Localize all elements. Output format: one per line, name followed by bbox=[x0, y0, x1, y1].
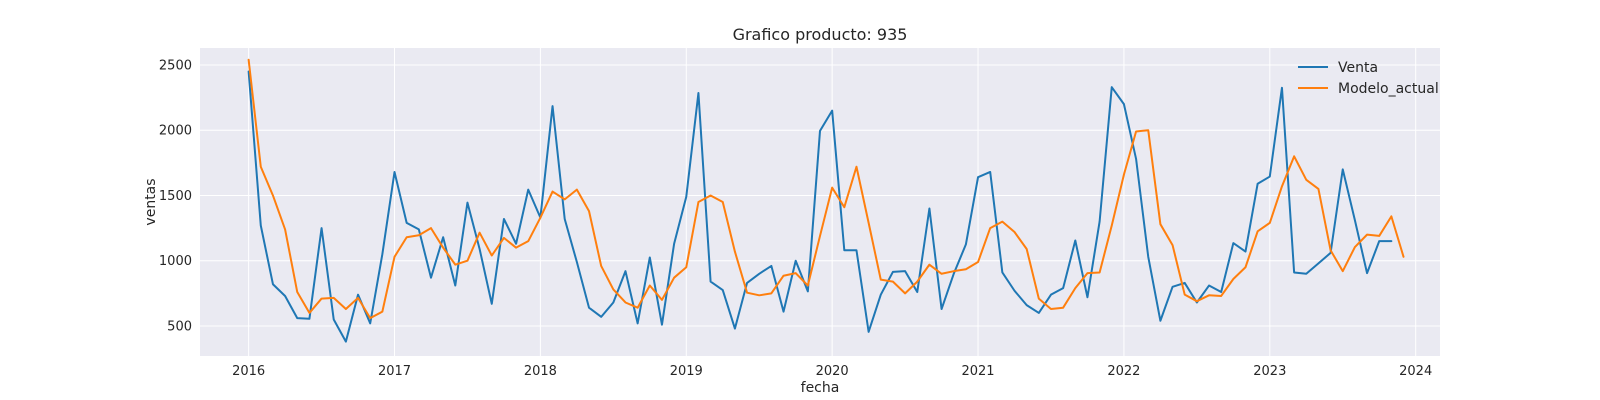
x-tick-label: 2019 bbox=[670, 364, 703, 379]
y-axis-label: ventas bbox=[143, 178, 159, 225]
x-tick-label: 2022 bbox=[1107, 364, 1140, 379]
x-tick-label: 2017 bbox=[378, 364, 411, 379]
y-tick-label: 1000 bbox=[159, 254, 192, 269]
legend-label-modelo-actual: Modelo_actual bbox=[1338, 81, 1439, 97]
x-tick-label: 2024 bbox=[1399, 364, 1432, 379]
y-tick-label: 2000 bbox=[159, 124, 192, 139]
series-line-venta bbox=[247, 70, 1393, 343]
x-tick-label: 2020 bbox=[816, 364, 849, 379]
x-axis-label: fecha bbox=[801, 380, 840, 396]
y-tick-label: 1500 bbox=[159, 189, 192, 204]
legend-label-venta: Venta bbox=[1338, 60, 1378, 76]
x-tick-label: 2018 bbox=[524, 364, 557, 379]
series-lines bbox=[247, 58, 1405, 343]
y-tick-label: 500 bbox=[167, 319, 192, 334]
chart-title: Grafico producto: 935 bbox=[733, 25, 908, 44]
legend: Venta Modelo_actual bbox=[1298, 60, 1439, 97]
series-line-modelo-actual bbox=[247, 58, 1405, 320]
x-tick-label: 2021 bbox=[961, 364, 994, 379]
y-tick-label: 2500 bbox=[159, 58, 192, 73]
grid-lines bbox=[200, 48, 1440, 356]
tick-labels: 500 1000 1500 2000 2500 2016 2017 2018 2019 2020 2… bbox=[159, 58, 1432, 379]
x-tick-label: 2016 bbox=[232, 364, 265, 379]
plot-area bbox=[200, 48, 1440, 356]
x-tick-label: 2023 bbox=[1253, 364, 1286, 379]
